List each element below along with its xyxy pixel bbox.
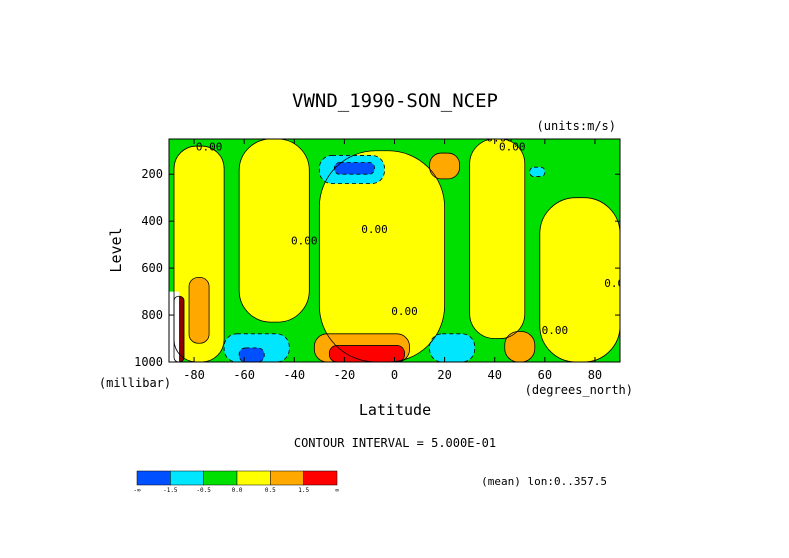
units-label: (units:m/s) — [537, 119, 616, 133]
contour-region — [174, 146, 225, 362]
y-axis: 200 400 600 800 1000 — [134, 167, 620, 369]
contour-region — [239, 347, 265, 362]
colorbar-swatch — [203, 470, 238, 486]
contour-region — [334, 162, 375, 175]
contour-line — [504, 331, 536, 362]
x-tick-label: -60 — [233, 368, 255, 382]
colorbar-label: -∞ — [133, 487, 141, 494]
colorbar-label: 0.0 — [232, 487, 243, 494]
x-tick-label: -20 — [334, 368, 356, 382]
contour-label: 0.00 — [391, 305, 418, 318]
contour-region — [239, 139, 310, 323]
contour-line — [318, 150, 445, 362]
contour-label: 0.00 — [604, 277, 631, 290]
contour-line — [188, 277, 210, 344]
y-axis-units: (millibar) — [99, 376, 171, 390]
mean-text: (mean) lon:0..357.5 — [481, 475, 607, 488]
colorbar-swatch — [170, 470, 204, 486]
x-tick-label: 80 — [588, 368, 602, 382]
y-axis-title: Level — [107, 227, 125, 272]
x-axis-title: Latitude — [359, 401, 431, 419]
x-tick-label: -40 — [283, 368, 305, 382]
contour-label: 0.00 — [542, 324, 569, 337]
contour-region — [189, 277, 210, 344]
colorbar-swatch — [236, 470, 271, 486]
chart-title: VWND_1990-SON_NCEP — [292, 90, 498, 112]
contour-region — [429, 333, 475, 362]
x-tick-label: 20 — [437, 368, 451, 382]
y-tick-label: 200 — [141, 167, 163, 181]
y-tick-label: 600 — [141, 261, 163, 275]
colorbar-swatch — [270, 470, 304, 486]
colorbar-label: ∞ — [335, 487, 339, 494]
contour-line — [173, 145, 225, 362]
x-tick-label: -80 — [183, 368, 205, 382]
y-tick-label: 400 — [141, 214, 163, 228]
colorbar-label: 0.5 — [265, 487, 276, 494]
contour-interval-text: CONTOUR INTERVAL = 5.000E-01 — [294, 436, 496, 450]
contour-line — [238, 347, 265, 362]
x-axis: -80 -60 -40 -20 0 20 40 60 80 — [183, 139, 602, 382]
contour-line — [333, 162, 375, 175]
colorbar-label: 1.5 — [298, 487, 309, 494]
contour-label: 0.00 — [499, 141, 526, 154]
contour-line — [173, 295, 185, 362]
colorbar: -∞ -1.5 -0.5 0.0 0.5 1.5 ∞ — [133, 470, 339, 494]
contour-line — [469, 139, 526, 339]
x-tick-label: 60 — [538, 368, 552, 382]
y-tick-label: 1000 — [134, 355, 163, 369]
contour-line — [328, 345, 405, 362]
contour-line — [238, 139, 310, 323]
contour-line — [429, 152, 461, 180]
colorbar-swatch — [303, 470, 338, 486]
contour-line — [318, 155, 385, 185]
contour-fills — [169, 139, 620, 362]
contour-line — [529, 166, 546, 177]
contour-region — [429, 153, 460, 179]
contour-region — [529, 167, 545, 177]
x-tick-label: 40 — [487, 368, 501, 382]
contour-label: 0.00 — [291, 235, 318, 248]
contour-label: 0.00 — [196, 141, 223, 154]
contour-region — [329, 345, 405, 362]
x-axis-units: (degrees_north) — [525, 383, 633, 397]
contour-region — [539, 197, 620, 362]
contour-line — [223, 333, 290, 362]
contour-region — [504, 331, 535, 362]
colorbar-swatch — [136, 470, 171, 486]
contour-region — [319, 150, 445, 362]
colorbar-label: -0.5 — [196, 487, 211, 494]
x-tick-label: 0 — [391, 368, 398, 382]
contour-region — [469, 139, 525, 339]
contour-label: 0.00 — [486, 131, 513, 144]
colorbar-label: -1.5 — [163, 487, 178, 494]
y-tick-label: 800 — [141, 308, 163, 322]
contour-label: 0.00 — [361, 223, 388, 236]
